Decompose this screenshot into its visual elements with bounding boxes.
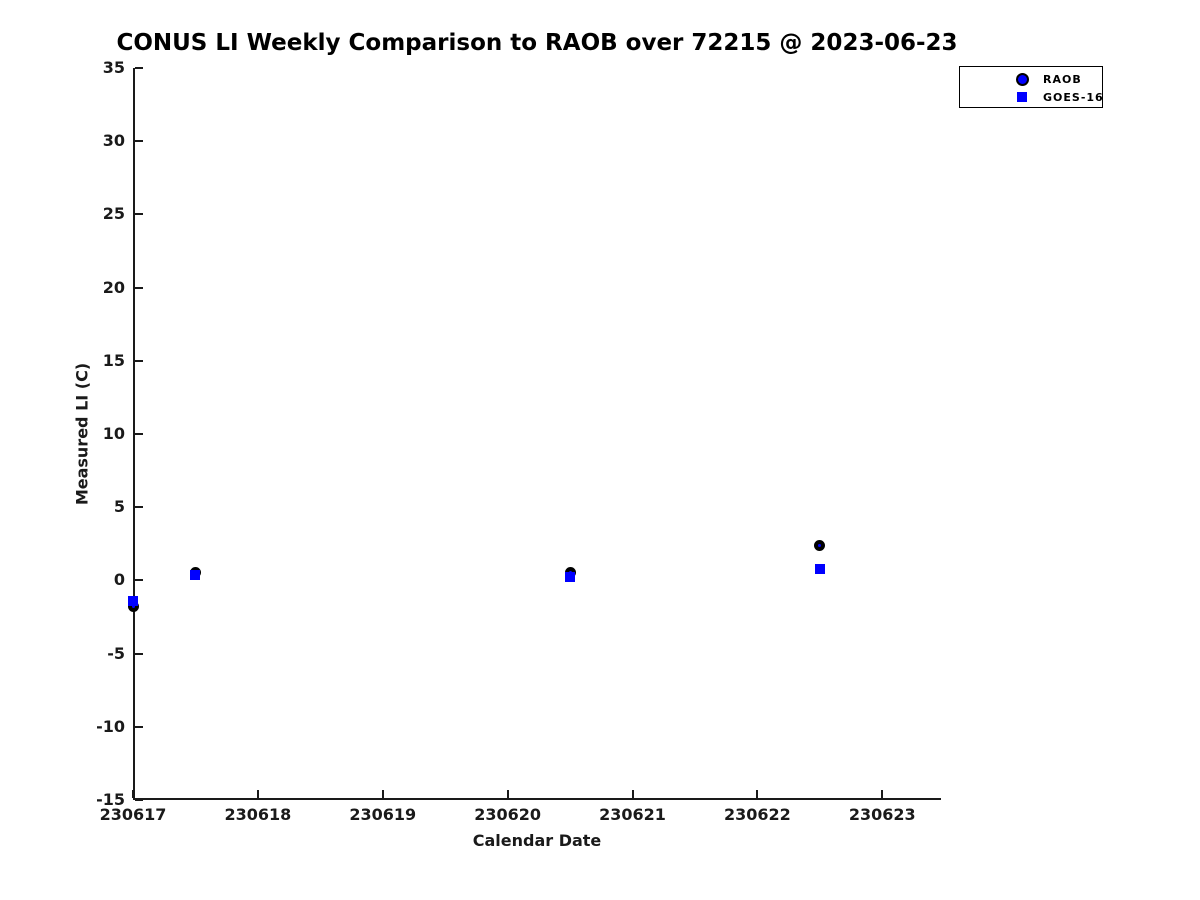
- y-tick-label: 10: [102, 424, 125, 443]
- x-tick-mark: [256, 790, 259, 798]
- x-tick-label: 230619: [349, 805, 417, 824]
- legend-row-goes16: GOES-16: [960, 88, 1104, 106]
- y-tick-label: 30: [102, 131, 125, 151]
- x-tick-mark: [506, 790, 509, 798]
- y-tick-mark: [135, 286, 143, 289]
- y-tick-label: 0: [113, 570, 125, 590]
- y-tick-mark: [135, 433, 143, 435]
- y-tick-label: 35: [102, 58, 125, 77]
- y-tick-mark: [135, 67, 143, 69]
- x-axis-label: Calendar Date: [472, 831, 602, 850]
- y-tick-label: 5: [113, 497, 125, 517]
- y-tick-mark: [135, 140, 143, 143]
- x-tick-label: 230623: [848, 805, 916, 824]
- x-tick-label: 230618: [224, 805, 292, 824]
- plot-area: [133, 68, 941, 800]
- x-tick-label: 230621: [599, 805, 666, 824]
- legend-label-raob: RAOB: [1043, 72, 1082, 86]
- y-tick-mark: [135, 579, 143, 582]
- y-tick-label: -15: [96, 790, 125, 809]
- data-point-goes-16: [565, 572, 576, 583]
- square-icon: [1017, 92, 1027, 102]
- x-tick-mark: [756, 790, 759, 798]
- x-tick-mark: [132, 790, 134, 798]
- y-tick-mark: [135, 652, 143, 655]
- x-tick-mark: [381, 790, 384, 798]
- y-tick-mark: [135, 213, 143, 216]
- circle-icon: [1016, 72, 1029, 86]
- legend: RAOB GOES-16: [959, 66, 1103, 108]
- y-tick-mark: [135, 506, 143, 509]
- x-tick-mark: [881, 790, 884, 798]
- legend-label-goes16: GOES-16: [1043, 90, 1104, 104]
- y-tick-label: 25: [102, 204, 125, 224]
- x-tick-label: 230617: [99, 805, 167, 824]
- y-tick-label: 15: [102, 350, 125, 370]
- y-tick-mark: [135, 799, 143, 801]
- data-point-raob: [814, 540, 826, 552]
- x-tick-label: 230622: [724, 805, 791, 824]
- y-tick-mark: [135, 725, 143, 728]
- data-point-goes-16: [128, 595, 138, 606]
- data-point-goes-16: [814, 564, 825, 575]
- y-tick-label: 20: [102, 277, 125, 297]
- x-tick-label: 230620: [474, 805, 542, 824]
- x-tick-mark: [631, 790, 634, 798]
- y-tick-label: -5: [107, 643, 125, 663]
- chart-title: CONUS LI Weekly Comparison to RAOB over …: [116, 30, 958, 56]
- legend-row-raob: RAOB: [960, 70, 1102, 88]
- y-tick-label: -10: [96, 716, 125, 736]
- data-point-goes-16: [190, 570, 201, 581]
- y-tick-mark: [135, 359, 143, 362]
